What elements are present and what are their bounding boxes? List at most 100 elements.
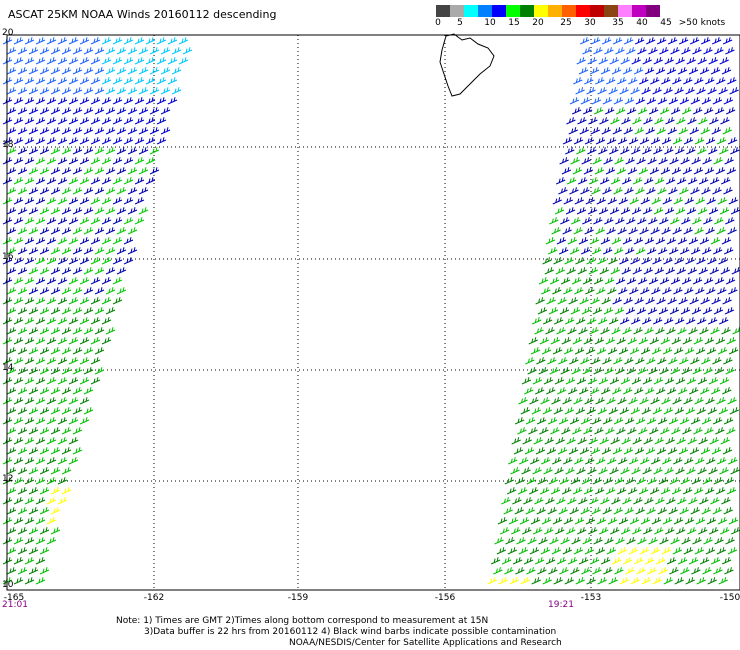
wind-barb xyxy=(602,417,613,425)
wind-barb xyxy=(709,177,720,185)
wind-barb xyxy=(605,337,615,345)
wind-barb xyxy=(105,167,116,175)
wind-barb xyxy=(39,427,50,435)
wind-barb xyxy=(640,197,650,205)
wind-barb xyxy=(17,527,28,535)
wind-barb xyxy=(581,157,591,165)
wind-barb xyxy=(697,467,707,475)
wind-barb xyxy=(663,577,673,585)
wind-barb xyxy=(90,217,101,225)
wind-barb xyxy=(57,437,68,445)
wind-barb xyxy=(123,197,134,205)
wind-barb xyxy=(630,87,640,95)
wind-barb xyxy=(83,107,94,115)
wind-barb xyxy=(721,327,731,335)
wind-barb xyxy=(39,267,50,275)
wind-barb xyxy=(634,297,644,305)
wind-barb xyxy=(677,327,687,335)
wind-barb xyxy=(35,457,46,465)
wind-barb xyxy=(579,387,589,395)
wind-barb xyxy=(553,577,563,585)
wind-barb xyxy=(585,197,595,205)
wind-barb xyxy=(83,167,94,175)
wind-barb xyxy=(646,97,657,105)
wind-barb xyxy=(6,267,17,275)
wind-barb xyxy=(690,507,700,515)
wind-barb xyxy=(607,347,618,355)
wind-barb xyxy=(46,257,57,265)
wind-barb xyxy=(566,267,576,275)
wind-barb xyxy=(650,397,660,405)
wind-barb xyxy=(57,157,68,165)
wind-barb xyxy=(17,487,28,495)
legend-swatch xyxy=(590,5,604,17)
wind-barb xyxy=(589,237,600,245)
wind-barb xyxy=(614,567,624,575)
wind-barb xyxy=(656,297,666,305)
wind-barb xyxy=(57,37,68,45)
wind-barb xyxy=(549,217,559,225)
wind-barb xyxy=(525,357,535,365)
wind-barb xyxy=(539,337,549,345)
wind-barb xyxy=(13,217,24,225)
wind-barb xyxy=(529,397,539,405)
wind-barb xyxy=(657,187,667,195)
wind-barb xyxy=(687,177,698,185)
wind-barb xyxy=(543,377,554,385)
wind-barb xyxy=(90,337,101,345)
wind-barb xyxy=(72,267,83,275)
wind-barb xyxy=(178,37,189,45)
wind-barb xyxy=(541,517,552,525)
legend-swatch xyxy=(436,5,450,17)
wind-barb xyxy=(685,257,695,265)
wind-barb xyxy=(603,477,614,485)
wind-barb xyxy=(156,37,167,45)
wind-barb xyxy=(700,297,710,305)
wind-barb xyxy=(686,207,697,215)
wind-barb xyxy=(575,87,585,95)
wind-barb xyxy=(574,457,584,465)
wind-barb xyxy=(116,147,127,155)
wind-barb xyxy=(13,177,24,185)
wind-barb xyxy=(541,457,551,465)
wind-barb xyxy=(79,257,90,265)
wind-barb xyxy=(552,287,562,295)
wind-barb xyxy=(508,457,518,465)
wind-barb xyxy=(703,367,713,375)
wind-barb xyxy=(703,537,713,545)
wind-barb xyxy=(35,277,46,285)
wind-barb xyxy=(17,67,28,75)
wind-barb xyxy=(548,567,558,575)
wind-barb xyxy=(79,377,90,385)
wind-barb xyxy=(684,287,694,295)
wind-barb xyxy=(127,227,138,235)
wind-barb xyxy=(692,107,703,115)
wind-barb xyxy=(72,47,83,55)
wind-barb xyxy=(632,437,642,445)
wind-barb xyxy=(539,427,549,435)
wind-barb xyxy=(35,137,46,145)
wind-barb xyxy=(552,197,562,205)
wind-barb xyxy=(28,67,39,75)
wind-barb xyxy=(116,127,127,135)
wind-barb xyxy=(72,67,83,75)
wind-barb xyxy=(647,477,658,485)
wind-barb xyxy=(6,367,17,375)
wind-barb xyxy=(105,267,116,275)
wind-barb xyxy=(24,457,35,465)
wind-barb xyxy=(61,67,72,75)
wind-barb xyxy=(642,207,653,215)
legend-swatch xyxy=(618,5,632,17)
wind-barb xyxy=(669,307,680,315)
wind-barb xyxy=(690,187,700,195)
wind-barb xyxy=(79,337,90,345)
wind-barb xyxy=(614,477,625,485)
wind-barb xyxy=(674,87,684,95)
wind-barb xyxy=(656,37,667,45)
wind-barb xyxy=(708,317,718,325)
wind-barb xyxy=(636,567,646,575)
wind-barb xyxy=(72,347,83,355)
wind-barb xyxy=(687,437,697,445)
wind-barb xyxy=(649,167,660,175)
wind-barb xyxy=(634,387,644,395)
